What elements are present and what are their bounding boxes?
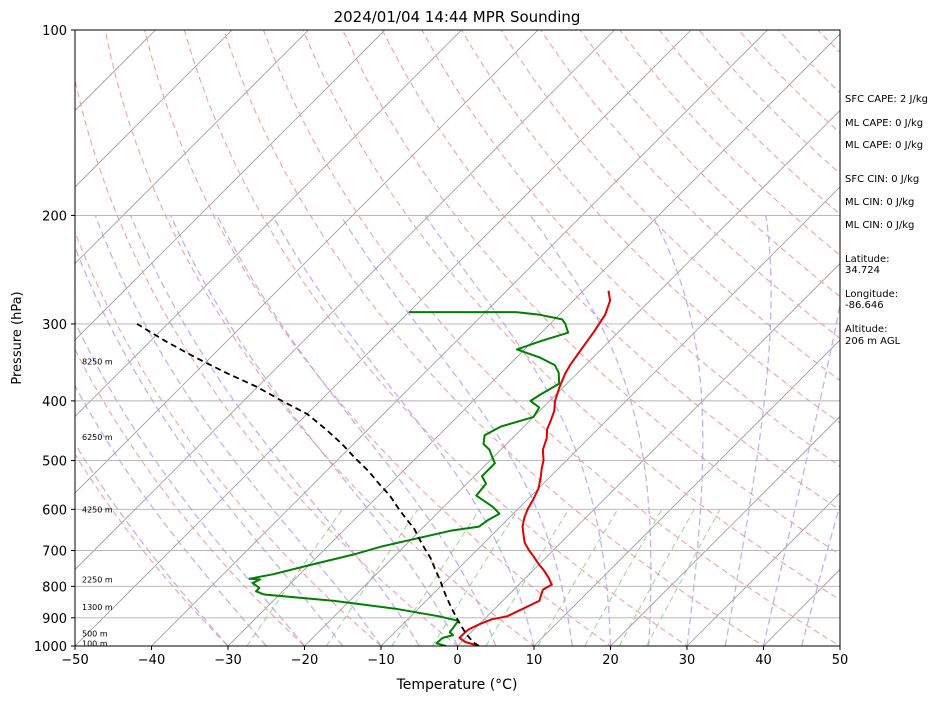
altitude-value: 206 m AGL bbox=[845, 336, 901, 347]
sfc-cin-text: SFC CIN: 0 J/kg bbox=[845, 174, 919, 185]
y-tick-label: 400 bbox=[42, 395, 67, 410]
y-tick-label: 1000 bbox=[34, 640, 67, 655]
ml-cape-text-2: ML CAPE: 0 J/kg bbox=[845, 140, 923, 151]
ml-cape-text: ML CAPE: 0 J/kg bbox=[845, 118, 923, 129]
ml-cin-text: ML CIN: 0 J/kg bbox=[845, 197, 914, 208]
height-label: 500 m bbox=[82, 630, 108, 639]
chart-title: 2024/01/04 14:44 MPR Sounding bbox=[334, 8, 581, 26]
y-tick-label: 300 bbox=[42, 318, 67, 333]
height-label: 6250 m bbox=[82, 433, 113, 442]
height-label: 100 m bbox=[82, 639, 108, 648]
x-tick-label: −10 bbox=[367, 653, 394, 668]
height-label: 2250 m bbox=[82, 576, 113, 585]
y-tick-label: 900 bbox=[42, 612, 67, 627]
x-tick-label: −40 bbox=[138, 653, 165, 668]
y-axis-label: Pressure (hPa) bbox=[10, 291, 25, 384]
sfc-cape-text: SFC CAPE: 2 J/kg bbox=[845, 94, 928, 105]
x-tick-label: −20 bbox=[291, 653, 318, 668]
ml-cin-text-2: ML CIN: 0 J/kg bbox=[845, 220, 914, 231]
latitude-value: 34.724 bbox=[845, 265, 880, 276]
x-tick-label: 20 bbox=[602, 653, 619, 668]
altitude-label: Altitude: bbox=[845, 324, 887, 335]
y-tick-label: 100 bbox=[42, 24, 67, 39]
latitude-label: Latitude: bbox=[845, 254, 890, 265]
x-tick-label: 50 bbox=[832, 653, 849, 668]
height-label: 1300 m bbox=[82, 603, 113, 612]
y-tick-label: 800 bbox=[42, 580, 67, 595]
longitude-value: -86.646 bbox=[845, 300, 884, 311]
x-axis-label: Temperature (°C) bbox=[396, 677, 518, 693]
x-tick-label: −30 bbox=[214, 653, 241, 668]
x-tick-label: −50 bbox=[61, 653, 88, 668]
longitude-label: Longitude: bbox=[845, 289, 898, 300]
x-tick-label: 0 bbox=[453, 653, 461, 668]
x-tick-label: 10 bbox=[526, 653, 543, 668]
height-label: 8250 m bbox=[82, 357, 113, 366]
height-label: 4250 m bbox=[82, 505, 113, 514]
x-tick-label: 40 bbox=[755, 653, 772, 668]
y-tick-label: 500 bbox=[42, 455, 67, 470]
y-tick-label: 700 bbox=[42, 545, 67, 560]
y-tick-label: 200 bbox=[42, 209, 67, 224]
x-tick-label: 30 bbox=[679, 653, 696, 668]
y-tick-label: 600 bbox=[42, 503, 67, 518]
